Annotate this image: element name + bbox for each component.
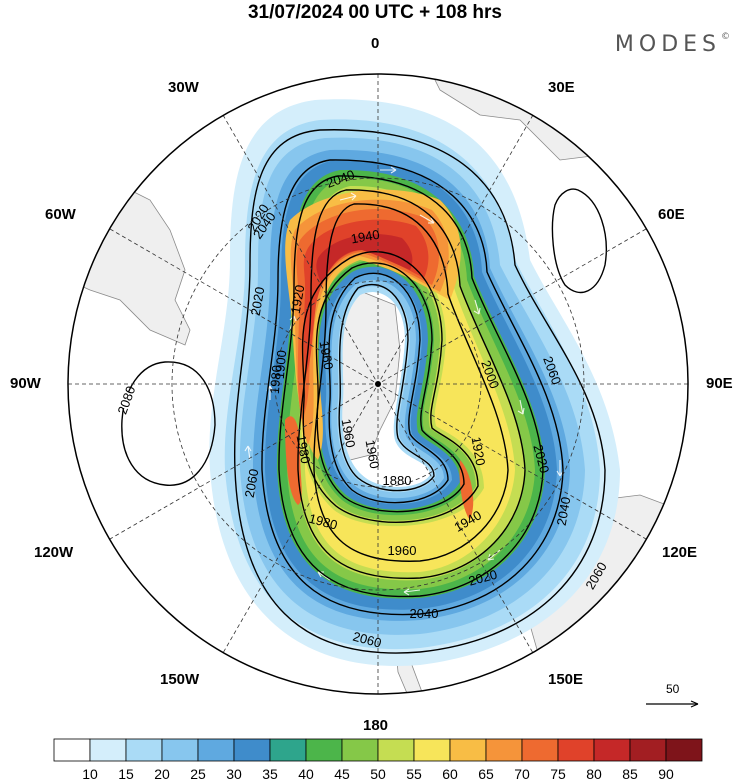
- shade-75: [285, 209, 474, 520]
- colorbar-label: 85: [622, 766, 638, 782]
- contour-label: 1920: [288, 284, 308, 315]
- colorbar-swatch: [449, 738, 487, 762]
- colorbar-label: 90: [658, 766, 674, 782]
- colorbar-swatch: [269, 738, 307, 762]
- colorbar-swatch: [665, 738, 703, 762]
- height-contours: [121, 129, 607, 654]
- colorbar-swatch: [521, 738, 559, 762]
- colorbar-label: 35: [262, 766, 278, 782]
- contour-label: 1980: [294, 434, 314, 465]
- lon-label-60w: 60W: [45, 206, 76, 223]
- colorbar-label: 15: [118, 766, 134, 782]
- contour-label: 2020: [530, 443, 552, 475]
- copyright-mark: ©: [721, 32, 730, 42]
- colorbar-swatch: [557, 738, 595, 762]
- colorbar-swatch: [161, 738, 199, 762]
- contour-label: 1880: [383, 473, 412, 488]
- lon-label-180: 180: [363, 717, 389, 734]
- contour-label: 1960: [388, 543, 417, 558]
- contour-label: 2040: [410, 606, 439, 621]
- shade-50: [286, 177, 535, 590]
- contour-1980: [313, 203, 509, 562]
- lon-label-90e: 90E: [706, 375, 733, 392]
- contour-label: 1900: [272, 350, 289, 380]
- contour-1940: [315, 262, 465, 513]
- contour-label: 1960: [363, 439, 383, 470]
- shade-60: [299, 191, 515, 573]
- contour-label: 1960: [339, 418, 359, 449]
- colorbar-swatch: [593, 738, 631, 762]
- contour-1900: [338, 283, 435, 492]
- contour-label: 2020: [467, 567, 499, 589]
- lon-label-90w: 90W: [10, 375, 41, 392]
- contour-2000: [297, 189, 526, 580]
- contour-label: 1960: [317, 340, 337, 371]
- map-disc: [68, 74, 688, 694]
- contour-label: 2060: [351, 629, 383, 651]
- colorbar-swatch: [305, 738, 343, 762]
- map-title: 31/07/2024 00 UTC + 108 hrs: [247, 2, 503, 23]
- lon-label-30e: 30E: [548, 79, 575, 96]
- colorbar-swatch: [413, 738, 451, 762]
- colorbar-label: 45: [334, 766, 350, 782]
- colorbar-swatch: [233, 738, 271, 762]
- colorbar-swatch: [485, 738, 523, 762]
- contour-1920: [328, 272, 449, 504]
- contour-label: 2020: [248, 286, 268, 317]
- contour-2060-outer: [233, 129, 606, 654]
- contour-label: 1980: [307, 511, 339, 533]
- lon-label-60e: 60E: [658, 206, 685, 223]
- lon-label-150w: 150W: [160, 671, 200, 688]
- contour-2060-east-high: [551, 188, 607, 294]
- colorbar-swatch: [377, 738, 415, 762]
- reference-vector: [646, 700, 699, 708]
- colorbar-label: 10: [82, 766, 98, 782]
- south-pole-marker: [375, 381, 381, 387]
- lon-label-150e: 150E: [548, 671, 584, 688]
- colorbar-label: 80: [586, 766, 602, 782]
- colorbar-label: 70: [514, 766, 530, 782]
- contour-label: 2040: [554, 496, 574, 527]
- contour-label: 2060: [242, 468, 262, 499]
- colorbar-label: 60: [442, 766, 458, 782]
- lon-label-30w: 30W: [168, 79, 199, 96]
- contour-label: 1920: [469, 436, 489, 467]
- colorbar-swatch: [197, 738, 235, 762]
- reference-vector-label: 50: [666, 682, 680, 696]
- colorbar-swatch: [629, 738, 667, 762]
- contour-1960: [301, 251, 479, 523]
- map-boundary: [67, 73, 689, 695]
- colorbar-swatch: [89, 738, 127, 762]
- colorbar: [53, 738, 703, 762]
- colorbar-label: 30: [226, 766, 242, 782]
- modes-logo: MODES©: [615, 32, 730, 57]
- colorbar-label: 25: [190, 766, 206, 782]
- colorbar-swatch: [341, 738, 379, 762]
- colorbar-label: 75: [550, 766, 566, 782]
- shade-85: [316, 234, 413, 285]
- colorbar-swatch: [125, 738, 163, 762]
- contour-label: 1980: [267, 365, 284, 395]
- contour-2040: [261, 159, 564, 616]
- wind-vectors: [244, 166, 564, 596]
- colorbar-swatch: [53, 738, 91, 762]
- logo-text: MODES: [614, 32, 721, 57]
- colorbar-label: 50: [370, 766, 386, 782]
- colorbar-label: 55: [406, 766, 422, 782]
- lon-label-120e: 120E: [662, 544, 698, 561]
- contour-2020: [278, 175, 544, 598]
- lon-label-120w: 120W: [34, 544, 74, 561]
- lon-label-0: 0: [371, 35, 380, 52]
- colorbar-label: 40: [298, 766, 314, 782]
- contour-label: 1940: [350, 227, 381, 247]
- contour-label-group: 2080 2060 2060 2060 2060 2040 2040 2040 …: [108, 167, 610, 651]
- colorbar-label: 65: [478, 766, 494, 782]
- colorbar-label: 20: [154, 766, 170, 782]
